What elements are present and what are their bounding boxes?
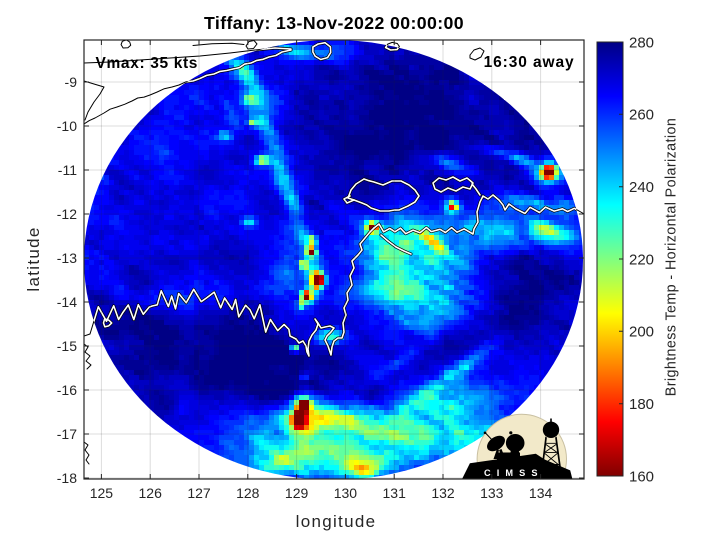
svg-text:125: 125 — [90, 485, 114, 501]
svg-text:280: 280 — [629, 34, 654, 51]
svg-text:133: 133 — [480, 485, 504, 501]
svg-text:16:30 away: 16:30 away — [484, 54, 575, 71]
svg-text:Tiffany: 13-Nov-2022 00:00:00: Tiffany: 13-Nov-2022 00:00:00 — [204, 13, 464, 33]
svg-text:160: 160 — [629, 468, 654, 485]
svg-text:-18: -18 — [57, 470, 77, 486]
svg-text:132: 132 — [431, 485, 455, 501]
svg-text:-14: -14 — [57, 294, 77, 310]
svg-text:Brightness Temp - Horizontal P: Brightness Temp - Horizontal Polarizatio… — [664, 118, 680, 396]
svg-text:-17: -17 — [57, 426, 77, 442]
svg-text:-15: -15 — [57, 338, 77, 354]
svg-text:131: 131 — [383, 485, 407, 501]
svg-text:130: 130 — [334, 485, 358, 501]
svg-text:240: 240 — [629, 179, 654, 196]
svg-text:127: 127 — [187, 485, 211, 501]
svg-text:126: 126 — [139, 485, 163, 501]
svg-text:Vmax: 35 kts: Vmax: 35 kts — [96, 55, 199, 72]
svg-text:-9: -9 — [65, 74, 78, 90]
svg-text:-11: -11 — [58, 162, 77, 178]
svg-text:128: 128 — [236, 485, 260, 501]
svg-text:134: 134 — [529, 485, 553, 501]
svg-text:-16: -16 — [57, 382, 77, 398]
svg-text:-13: -13 — [57, 250, 77, 266]
svg-text:latitude: latitude — [24, 226, 43, 291]
svg-text:180: 180 — [629, 396, 654, 413]
svg-text:260: 260 — [629, 107, 654, 124]
svg-text:CIMSS: CIMSS — [484, 468, 544, 478]
svg-text:200: 200 — [629, 324, 654, 341]
svg-text:129: 129 — [285, 485, 309, 501]
svg-text:-10: -10 — [57, 118, 77, 134]
svg-text:-12: -12 — [57, 206, 77, 222]
svg-text:220: 220 — [629, 251, 654, 268]
svg-text:longitude: longitude — [296, 512, 377, 531]
